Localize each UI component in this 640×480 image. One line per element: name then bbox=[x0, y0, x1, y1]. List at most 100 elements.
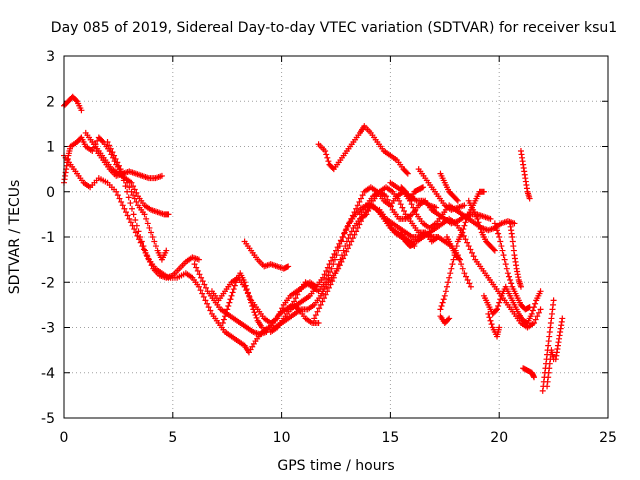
data-point bbox=[328, 265, 335, 272]
data-point bbox=[451, 252, 458, 259]
data-point bbox=[196, 271, 203, 278]
data-point bbox=[323, 151, 330, 158]
data-point bbox=[107, 145, 114, 152]
data-point bbox=[220, 316, 227, 323]
data-point bbox=[111, 152, 118, 159]
data-point bbox=[397, 201, 404, 208]
data-point bbox=[143, 215, 150, 222]
data-point bbox=[464, 239, 471, 246]
x-tick-label: 25 bbox=[599, 430, 617, 446]
data-point bbox=[125, 194, 132, 201]
data-point bbox=[130, 211, 137, 218]
data-point bbox=[321, 271, 328, 278]
data-point bbox=[130, 183, 137, 190]
data-point bbox=[330, 274, 337, 281]
data-point bbox=[321, 295, 328, 302]
data-point bbox=[346, 219, 353, 226]
data-point bbox=[448, 265, 455, 272]
data-point bbox=[324, 264, 331, 271]
data-point bbox=[485, 310, 492, 317]
data-point bbox=[475, 219, 482, 226]
data-point bbox=[163, 247, 170, 254]
data-point bbox=[494, 306, 501, 313]
data-point bbox=[529, 307, 536, 314]
x-tick-label: 0 bbox=[60, 430, 69, 446]
data-point bbox=[445, 316, 452, 323]
data-point bbox=[498, 243, 505, 250]
data-point bbox=[112, 155, 119, 162]
data-point bbox=[279, 305, 286, 312]
data-point bbox=[333, 252, 340, 259]
data-point bbox=[455, 255, 462, 262]
data-point bbox=[249, 303, 256, 310]
data-point bbox=[275, 312, 282, 319]
data-point bbox=[131, 186, 138, 193]
data-point bbox=[526, 195, 533, 202]
data-point bbox=[463, 273, 470, 280]
data-point bbox=[115, 162, 122, 169]
data-point bbox=[497, 296, 504, 303]
data-point bbox=[132, 229, 139, 236]
data-point bbox=[126, 184, 133, 191]
data-point bbox=[72, 97, 79, 104]
y-tick-label: -1 bbox=[41, 230, 55, 246]
data-point bbox=[438, 303, 445, 310]
data-point bbox=[227, 296, 234, 303]
data-point bbox=[358, 195, 365, 202]
grid-lines bbox=[64, 56, 608, 418]
data-point bbox=[348, 228, 355, 235]
data-point bbox=[404, 170, 411, 177]
data-point bbox=[191, 261, 198, 268]
x-tick-label: 20 bbox=[490, 430, 508, 446]
data-point bbox=[223, 309, 230, 316]
chart-title: Day 085 of 2019, Sidereal Day-to-day VTE… bbox=[51, 20, 617, 36]
data-point bbox=[114, 159, 121, 166]
data-point bbox=[340, 247, 347, 254]
data-point bbox=[324, 154, 331, 161]
data-point bbox=[131, 226, 138, 233]
data-point bbox=[250, 306, 257, 313]
y-axis-label: SDTVAR / TECUs bbox=[7, 180, 23, 295]
data-point bbox=[148, 229, 155, 236]
data-point bbox=[78, 107, 85, 114]
data-point bbox=[446, 274, 453, 281]
data-point bbox=[145, 255, 152, 262]
data-point bbox=[354, 202, 361, 209]
plot-frame bbox=[63, 55, 609, 419]
data-point bbox=[198, 274, 205, 281]
data-point bbox=[142, 247, 149, 254]
data-point bbox=[340, 255, 347, 262]
data-point bbox=[495, 230, 502, 237]
data-point bbox=[531, 374, 538, 381]
data-point bbox=[353, 205, 360, 212]
data-point bbox=[146, 258, 153, 265]
data-point bbox=[387, 203, 394, 210]
data-point bbox=[106, 142, 113, 149]
data-point bbox=[502, 261, 509, 268]
data-point bbox=[207, 307, 214, 314]
data-point bbox=[199, 290, 206, 297]
data-point bbox=[129, 205, 135, 212]
data-point bbox=[461, 270, 468, 277]
data-point bbox=[458, 261, 465, 268]
data-point bbox=[324, 288, 331, 295]
data-point bbox=[251, 309, 258, 316]
data-point bbox=[461, 222, 468, 229]
data-point bbox=[317, 301, 324, 308]
data-point bbox=[550, 297, 557, 304]
data-point bbox=[277, 308, 284, 315]
data-point bbox=[325, 284, 332, 291]
data-point bbox=[337, 256, 344, 263]
data-point bbox=[104, 138, 111, 145]
data-point bbox=[495, 303, 502, 310]
data-point bbox=[383, 193, 390, 200]
data-point bbox=[274, 315, 281, 322]
data-point bbox=[336, 262, 343, 269]
data-point bbox=[245, 292, 252, 299]
data-point bbox=[334, 265, 341, 272]
data-point bbox=[332, 270, 339, 277]
data-point bbox=[327, 269, 334, 276]
data-point bbox=[453, 243, 460, 250]
data-point bbox=[491, 247, 498, 254]
data-point bbox=[526, 304, 533, 311]
